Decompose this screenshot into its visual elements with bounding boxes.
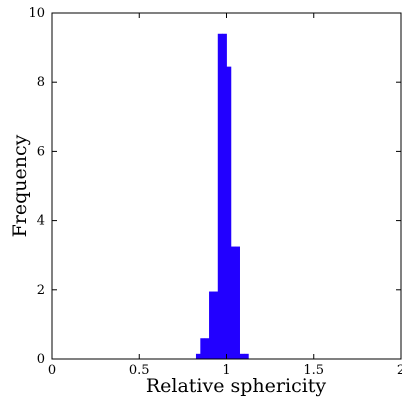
histogram-bar-11	[243, 353, 249, 359]
bars-group	[195, 33, 249, 359]
histogram-bar-1	[200, 338, 206, 359]
x-tick-label-2: 1	[222, 363, 230, 378]
histogram-bar-3	[209, 291, 214, 359]
y-tick-label-2: 4	[37, 214, 45, 229]
histogram-bar-2	[204, 338, 210, 359]
histogram-bar-0	[195, 353, 201, 359]
histogram-bar-10	[239, 353, 245, 359]
x-tick-label-1: 0.5	[129, 363, 150, 378]
histogram-bar-9	[235, 246, 240, 359]
y-tick-label-1: 2	[37, 283, 45, 298]
histogram-bar-7	[226, 66, 232, 359]
x-tick-label-0: 0	[48, 363, 56, 378]
histogram-bar-6	[222, 33, 227, 359]
y-tick-label-4: 8	[37, 75, 45, 90]
x-tick-label-4: 2	[397, 363, 402, 378]
ticks-group: 0 0.5 1 1.5 2 0 2 4 6 8 10	[28, 6, 402, 378]
y-axis-label: Frequency	[9, 134, 31, 237]
histogram-bar-8	[230, 246, 236, 359]
x-axis-label: Relative sphericity	[146, 375, 327, 397]
histogram-bar-4	[213, 291, 219, 359]
y-tick-label-5: 10	[28, 6, 45, 21]
y-tick-label-0: 0	[37, 352, 45, 367]
x-tick-label-3: 1.5	[303, 363, 324, 378]
y-tick-label-3: 6	[37, 144, 45, 159]
histogram-bar-5	[217, 33, 223, 359]
